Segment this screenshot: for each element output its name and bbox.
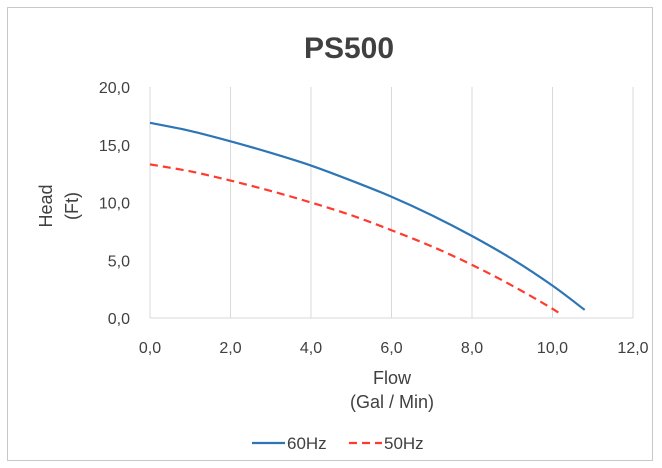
x-tick-label: 10,0 bbox=[537, 340, 568, 357]
x-tick-label: 12,0 bbox=[617, 340, 648, 357]
legend: 60Hz 50Hz bbox=[252, 434, 424, 453]
series-lines bbox=[149, 121, 586, 316]
series-line-50hz bbox=[149, 163, 562, 316]
y-axis-title-line1: Head bbox=[36, 184, 56, 227]
chart-title: PS500 bbox=[304, 32, 394, 65]
x-tick-label: 2,0 bbox=[219, 340, 241, 357]
x-tick-label: 4,0 bbox=[300, 340, 322, 357]
y-tick-label: 5,0 bbox=[108, 253, 130, 270]
y-tick-label: 15,0 bbox=[99, 138, 130, 155]
x-axis-title-line2: (Gal / Min) bbox=[350, 392, 434, 412]
y-tick-label: 20,0 bbox=[99, 80, 130, 97]
legend-label-50hz: 50Hz bbox=[384, 434, 424, 453]
x-tick-labels: 0,0 2,0 4,0 6,0 8,0 10,0 12,0 bbox=[139, 340, 649, 357]
chart-frame bbox=[7, 7, 653, 461]
legend-label-60hz: 60Hz bbox=[287, 434, 327, 453]
series-line-60hz bbox=[149, 121, 586, 311]
x-axis-title-line1: Flow bbox=[373, 368, 412, 388]
y-tick-labels: 0,0 5,0 10,0 15,0 20,0 bbox=[99, 80, 130, 328]
x-tick-label: 6,0 bbox=[380, 340, 402, 357]
y-axis-title-line2: (Ft) bbox=[62, 192, 82, 220]
y-tick-label: 0,0 bbox=[108, 311, 130, 328]
x-tick-label: 0,0 bbox=[139, 340, 161, 357]
grid bbox=[149, 87, 634, 319]
y-tick-label: 10,0 bbox=[99, 196, 130, 213]
x-tick-label: 8,0 bbox=[461, 340, 483, 357]
